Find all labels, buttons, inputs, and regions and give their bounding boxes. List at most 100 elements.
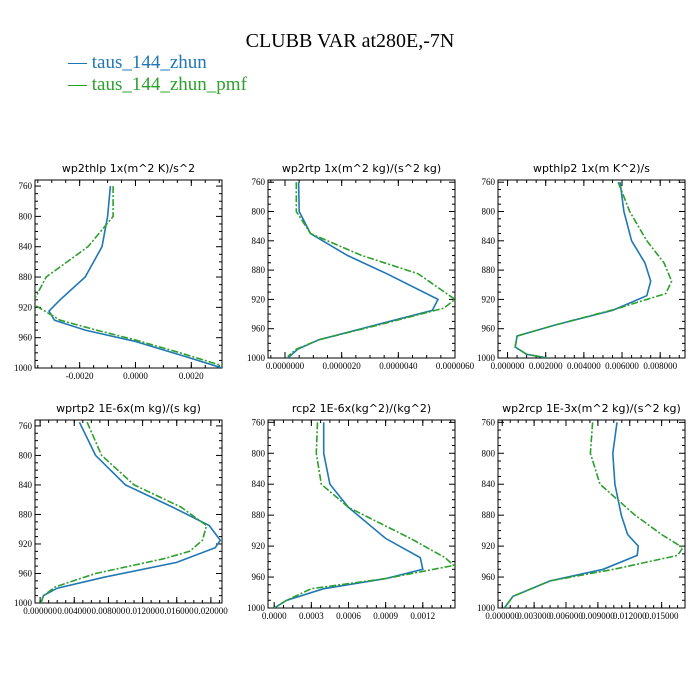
panel-title: wprtp2 1E-6x(m kg)/(s kg) xyxy=(56,402,201,415)
y-tick-label: 920 xyxy=(252,541,266,551)
y-tick-label: 880 xyxy=(482,265,496,275)
x-tick-label: 0.008000 xyxy=(643,361,677,371)
series-line-0 xyxy=(503,422,640,608)
x-tick-label: 0.0006 xyxy=(336,611,361,621)
y-tick-label: 880 xyxy=(252,510,266,520)
x-tick-label: 0.000000 xyxy=(485,611,519,621)
y-tick-label: 1000 xyxy=(14,363,33,373)
legend-label: taus_144_zhun_pmf xyxy=(91,74,247,95)
legend-line-icon: — xyxy=(68,52,87,73)
series-line-1 xyxy=(35,186,222,367)
x-tick-label: 0.000000 xyxy=(491,361,525,371)
panel-title: wp2thlp 1x(m^2 K)/s^2 xyxy=(62,162,195,175)
series-line-1 xyxy=(503,422,685,608)
y-tick-label: 960 xyxy=(252,572,266,582)
x-tick-label: 0.004000 xyxy=(567,361,601,371)
panel-4: rcp2 1E-6x(kg^2)/(kg^2) 0.0000 0.0003 0.000… xyxy=(247,402,456,621)
y-tick-label: 880 xyxy=(19,509,33,519)
legend-line-icon: — xyxy=(68,74,87,95)
x-tick-label: 0.0020 xyxy=(179,371,204,381)
panel-title: wpthlp2 1x(m K^2)/s xyxy=(533,162,650,175)
x-tick-label: 0.006000 xyxy=(605,361,639,371)
y-tick-label: 1000 xyxy=(477,353,496,363)
x-tick-label: 0.002000 xyxy=(529,361,563,371)
y-tick-label: 840 xyxy=(19,242,33,252)
panel-5: wp2rcp 1E-3x(m^2 kg)/(s^2 kg)0.0000000.0… xyxy=(477,402,686,621)
plot-frame xyxy=(267,419,456,609)
y-tick-label: 1000 xyxy=(247,603,266,613)
y-tick-label: 960 xyxy=(252,324,266,334)
x-tick-label: -0.0020 xyxy=(66,371,94,381)
plot-frame xyxy=(34,419,223,604)
x-tick-label: 0.004000 xyxy=(57,606,91,616)
y-tick-label: 800 xyxy=(252,206,266,216)
x-tick-label: 0.008000 xyxy=(92,606,126,616)
y-tick-label: 1000 xyxy=(14,598,33,608)
y-tick-label: 800 xyxy=(252,448,266,458)
x-tick-label: 0.006000 xyxy=(549,611,583,621)
y-tick-label: 800 xyxy=(482,206,496,216)
y-tick-label: 840 xyxy=(252,479,266,489)
x-tick-label: 0.020000 xyxy=(194,606,228,616)
figure-title: CLUBB VAR at280E,-7N xyxy=(245,30,455,52)
y-tick-label: 920 xyxy=(19,302,33,312)
plot-frame xyxy=(34,179,223,369)
y-tick-label: 1000 xyxy=(477,603,496,613)
panel-title: wp2rtp 1x(m^2 kg)/(s^2 kg) xyxy=(282,162,441,175)
y-tick-label: 960 xyxy=(19,333,33,343)
legend-label: taus_144_zhun xyxy=(91,52,207,73)
y-tick-label: 840 xyxy=(19,480,33,490)
series-line-1 xyxy=(40,421,208,603)
x-tick-label: 0.0012 xyxy=(410,611,435,621)
plot-frame xyxy=(497,179,686,359)
series-line-0 xyxy=(287,182,440,358)
panel-title: rcp2 1E-6x(kg^2)/(kg^2) xyxy=(292,402,431,415)
x-tick-label: 0.012000 xyxy=(613,611,647,621)
y-tick-label: 760 xyxy=(482,177,496,187)
plot-frame xyxy=(497,419,686,609)
x-tick-label: 0.0009 xyxy=(373,611,398,621)
panel-3: wprtp2 1E-6x(m kg)/(s kg) 0.000000 0.00400… xyxy=(14,402,228,616)
x-tick-label: 0.0000 xyxy=(123,371,148,381)
series-line-0 xyxy=(40,421,222,603)
x-tick-label: 0.009000 xyxy=(581,611,615,621)
plot-frame xyxy=(267,179,456,359)
y-tick-label: 840 xyxy=(482,479,496,489)
y-tick-label: 760 xyxy=(252,177,266,187)
series-line-0 xyxy=(273,422,424,608)
x-tick-label: 0.003000 xyxy=(517,611,551,621)
x-tick-label: 0.012000 xyxy=(126,606,160,616)
y-tick-label: 800 xyxy=(19,211,33,221)
x-tick-label: 0.0000000 xyxy=(266,361,305,371)
y-tick-label: 920 xyxy=(482,294,496,304)
y-tick-label: 880 xyxy=(482,510,496,520)
y-tick-label: 840 xyxy=(252,236,266,246)
x-tick-label: 0.015000 xyxy=(645,611,679,621)
series-line-0 xyxy=(514,182,652,358)
y-tick-label: 1000 xyxy=(247,353,266,363)
y-tick-label: 920 xyxy=(19,539,33,549)
series-line-0 xyxy=(47,186,222,368)
y-tick-label: 760 xyxy=(482,417,496,427)
y-tick-label: 880 xyxy=(252,265,266,275)
x-tick-label: 0.0000020 xyxy=(323,361,362,371)
y-tick-label: 760 xyxy=(19,181,33,191)
y-tick-label: 960 xyxy=(19,568,33,578)
x-tick-label: 0.0003 xyxy=(299,611,324,621)
x-tick-label: 0.000000 xyxy=(23,606,57,616)
x-tick-label: 0.0000040 xyxy=(379,361,418,371)
legend-entry-1: — taus_144_zhun_pmf xyxy=(68,74,247,96)
x-tick-label: 0.0000060 xyxy=(436,361,475,371)
y-tick-label: 920 xyxy=(252,294,266,304)
series-line-1 xyxy=(514,181,673,358)
series-line-1 xyxy=(273,422,455,608)
panel-1: wp2rtp 1x(m^2 kg)/(s^2 kg) 0.0000000 0.000… xyxy=(247,162,475,371)
x-tick-label: 0.0000 xyxy=(262,611,287,621)
series-line-1 xyxy=(287,182,455,358)
panel-2: wpthlp2 1x(m K^2)/s 0.000000 0.002000 0.004… xyxy=(477,162,686,371)
y-tick-label: 800 xyxy=(19,450,33,460)
y-tick-label: 840 xyxy=(482,236,496,246)
y-tick-label: 800 xyxy=(482,448,496,458)
legend-entry-0: — taus_144_zhun xyxy=(68,52,207,74)
